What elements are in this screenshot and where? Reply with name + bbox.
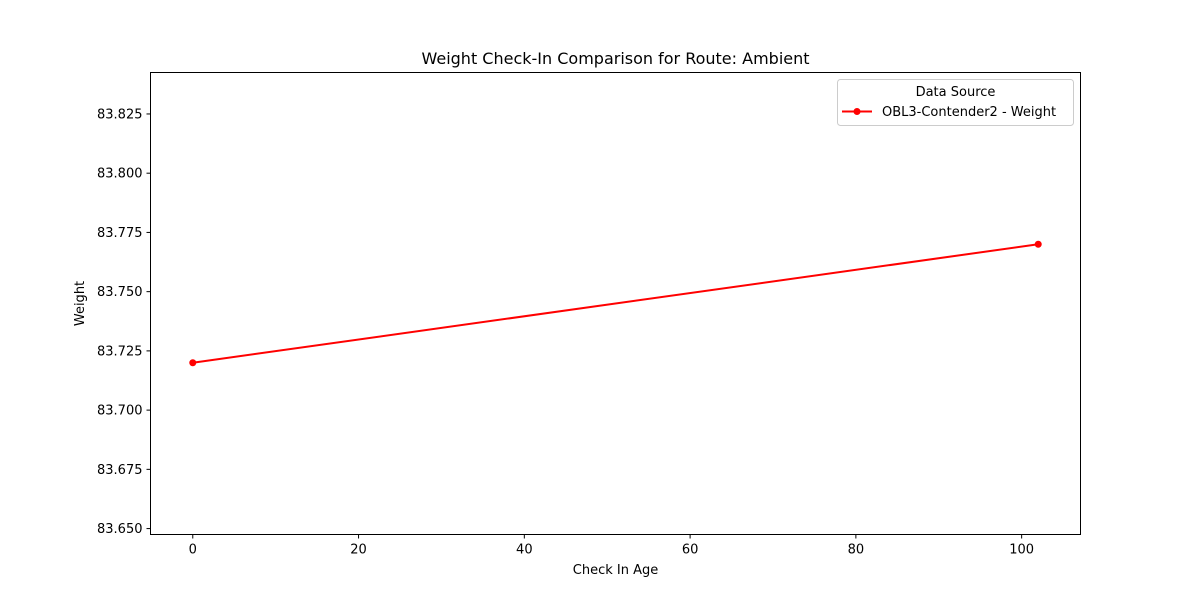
series-line [192, 243, 1039, 364]
x-tick-label: 20 [350, 543, 367, 558]
legend-entry-label: OBL3-Contender2 - Weight [882, 105, 1056, 120]
y-tick-label: 83.700 [97, 404, 143, 419]
x-tick-label: 60 [682, 543, 699, 558]
x-tick-label: 80 [848, 543, 865, 558]
x-axis-title: Check In Age [573, 563, 658, 578]
x-tick-label: 40 [516, 543, 533, 558]
plot-area [150, 72, 1081, 535]
series-layer [189, 240, 1042, 367]
y-tick-label: 83.825 [97, 107, 143, 122]
x-tick-label: 100 [1009, 543, 1034, 558]
y-tick-label: 83.800 [97, 167, 143, 182]
legend: Data Source OBL3-Contender2 - Weight [837, 79, 1074, 126]
data-point [1034, 240, 1042, 248]
data-point [189, 359, 197, 367]
legend-swatch-marker [853, 108, 861, 115]
y-tick-label: 83.775 [97, 226, 143, 241]
y-axis-title: Weight [73, 281, 88, 326]
y-tick-label: 83.675 [97, 463, 143, 478]
legend-frame [837, 79, 1074, 126]
y-axis: 83.650 83.675 83.700 83.725 83.750 83.775 83.8… [97, 107, 151, 537]
y-tick-label: 83.725 [97, 344, 143, 359]
x-tick-label: 0 [189, 543, 197, 558]
x-axis: 0 20 40 60 80 100 [189, 534, 1034, 558]
y-tick-label: 83.650 [97, 522, 143, 537]
legend-title: Data Source [916, 85, 996, 100]
chart-title: Weight Check-In Comparison for Route: Am… [421, 49, 809, 68]
y-tick-label: 83.750 [97, 285, 143, 300]
